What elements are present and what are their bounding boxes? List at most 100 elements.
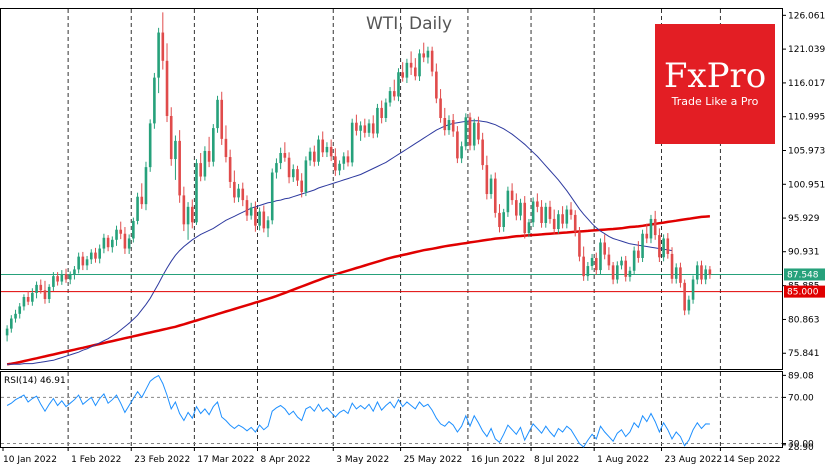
candle-body xyxy=(165,60,169,116)
candle-body xyxy=(573,214,577,232)
candle-body xyxy=(308,151,312,161)
candle-body xyxy=(325,146,329,153)
price-tick-label: 105.973 xyxy=(788,146,825,156)
candle-body xyxy=(77,256,80,270)
last-price-tag xyxy=(784,268,825,281)
candle-body xyxy=(708,269,712,275)
candle-body xyxy=(502,212,505,228)
candle-body xyxy=(481,139,484,166)
candle-body xyxy=(94,252,97,259)
candle-body xyxy=(43,290,47,300)
candle-body xyxy=(536,201,539,207)
candle-body xyxy=(224,138,228,158)
candlesticks xyxy=(5,12,712,342)
candle-body xyxy=(552,218,556,230)
candle-body xyxy=(548,206,552,219)
candle-body xyxy=(119,229,123,234)
candle-body xyxy=(599,242,602,271)
time-tick-label: 14 Sep 2022 xyxy=(723,455,780,465)
candle-body xyxy=(190,206,194,223)
candle-body xyxy=(515,200,518,216)
candle-body xyxy=(544,206,548,223)
price-pane: WTI, Daily 75.84180.86385.88590.93195.92… xyxy=(0,8,825,370)
candle-body xyxy=(616,265,619,280)
candle-body xyxy=(649,218,653,239)
candle-body xyxy=(64,274,68,280)
candle-body xyxy=(144,167,148,205)
candle-body xyxy=(14,313,17,319)
candle-body xyxy=(283,153,287,158)
candle-body xyxy=(52,276,55,287)
candle-body xyxy=(422,53,426,58)
candle-body xyxy=(624,260,628,277)
level-85-tag xyxy=(784,285,825,298)
candle-body xyxy=(241,188,245,201)
candle-body xyxy=(174,140,177,160)
rsi-series-line xyxy=(6,374,710,448)
candle-body xyxy=(611,265,615,280)
candle-body xyxy=(456,131,459,159)
candle-body xyxy=(153,77,156,124)
candle-body xyxy=(350,122,354,163)
candle-body xyxy=(5,328,9,336)
candle-body xyxy=(371,123,375,134)
candle-body xyxy=(258,211,261,226)
candle-body xyxy=(321,139,325,153)
candle-body xyxy=(270,172,274,221)
ma-slow-line xyxy=(6,215,710,366)
rsi-tick-label: 70.00 xyxy=(788,393,814,403)
candle-body xyxy=(182,195,186,225)
candle-body xyxy=(304,160,308,193)
candle-body xyxy=(531,201,535,223)
time-tick-label: 1 Aug 2022 xyxy=(597,455,649,465)
candle-body xyxy=(641,233,644,258)
candle-body xyxy=(132,220,135,239)
candle-body xyxy=(662,238,665,258)
level-85-tag-label: 85.000 xyxy=(787,288,819,298)
candle-body xyxy=(464,117,468,147)
candle-body xyxy=(123,233,127,249)
candle-body xyxy=(317,139,320,162)
candle-body xyxy=(468,117,472,146)
rsi-pane-border xyxy=(0,371,783,448)
candle-body xyxy=(527,222,531,234)
time-tick-label: 25 May 2022 xyxy=(404,455,463,465)
candle-body xyxy=(275,163,278,173)
price-tick-label: 116.017 xyxy=(788,79,825,89)
price-tick-label: 80.863 xyxy=(788,315,820,325)
price-tick-label: 126.061 xyxy=(788,11,825,21)
candle-body xyxy=(578,231,581,257)
candle-body xyxy=(249,207,253,216)
candle-body xyxy=(157,32,160,78)
candle-body xyxy=(35,284,38,293)
candle-body xyxy=(148,123,152,168)
candle-body xyxy=(81,256,85,266)
rsi-label: RSI(14) 46.91 xyxy=(4,376,66,386)
candle-body xyxy=(460,146,463,159)
rsi-gridlines xyxy=(67,372,721,447)
candle-body xyxy=(519,202,522,216)
candle-body xyxy=(510,190,514,201)
fast-moving-average xyxy=(7,120,673,365)
candle-body xyxy=(388,91,392,103)
candle-body xyxy=(102,237,106,249)
candle-body xyxy=(195,163,198,223)
time-axis: 10 Jan 2022 1 Feb 2022 23 Feb 2022 17 Mar 2… xyxy=(2,447,780,465)
candle-body xyxy=(18,306,22,314)
candle-body xyxy=(674,267,678,279)
candle-body xyxy=(73,269,76,275)
candle-body xyxy=(489,178,493,195)
candle-body xyxy=(22,297,26,307)
time-tick-label: 17 Mar 2022 xyxy=(197,455,254,465)
candle-body xyxy=(418,53,421,77)
candle-body xyxy=(472,122,476,146)
candle-body xyxy=(367,123,371,133)
candle-body xyxy=(245,200,249,216)
candle-body xyxy=(540,206,543,223)
candle-body xyxy=(10,318,13,329)
candle-body xyxy=(203,150,207,177)
chart-title: WTI, Daily xyxy=(366,14,452,34)
candle-body xyxy=(291,169,295,178)
